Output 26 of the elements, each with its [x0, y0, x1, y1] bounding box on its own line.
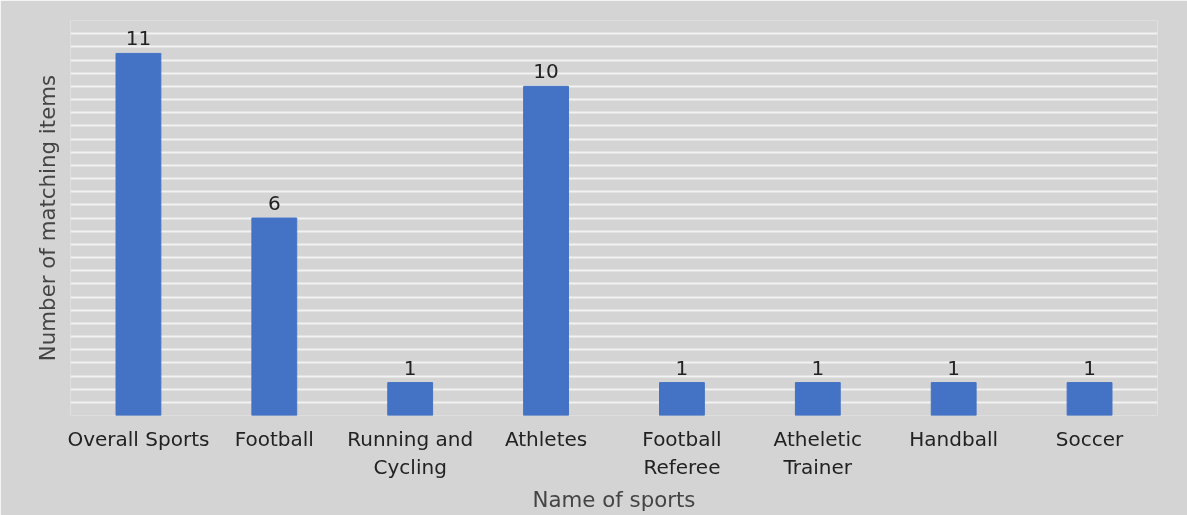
x-axis-title: Name of sports [532, 487, 696, 513]
bar [1066, 382, 1113, 416]
data-label: 6 [267, 191, 281, 215]
data-label: 1 [403, 355, 417, 380]
data-label: 11 [125, 26, 152, 51]
data-label: 1 [947, 355, 961, 380]
x-tick-label: Football [234, 426, 314, 451]
x-tick-label: Running and Cycling [347, 426, 474, 480]
data-label: 1 [1083, 355, 1096, 380]
x-tick-label: Overall Sports [67, 426, 210, 451]
data-label: 10 [533, 59, 559, 84]
bar [251, 217, 298, 416]
x-tick-label: Soccer [1055, 426, 1125, 451]
data-label: 1 [811, 355, 825, 380]
bar [659, 382, 705, 416]
x-tick-label: Atheletic Trainer [773, 426, 863, 480]
bar [387, 382, 434, 416]
x-tick-label: Athletes [504, 426, 588, 451]
bar [115, 52, 162, 416]
bar [930, 382, 977, 416]
x-tick-label: Handball [909, 426, 999, 451]
y-axis-title: Number of matching items [34, 74, 60, 362]
data-label: 1 [675, 355, 689, 380]
bar [794, 382, 841, 416]
bar [523, 85, 569, 416]
x-tick-label: Football Referee [642, 426, 722, 480]
